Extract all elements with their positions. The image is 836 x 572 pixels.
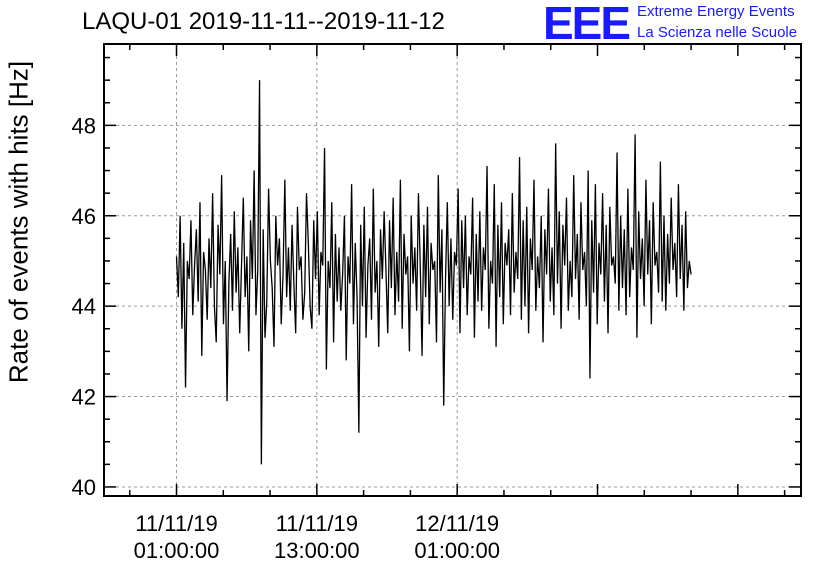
y-axis-label: Rate of events with hits [Hz] (3, 60, 34, 384)
eee-logo-line2: La Scienza nelle Scuole (637, 24, 798, 41)
x-tick-label-time: 13:00:00 (274, 538, 360, 563)
x-tick-label-time: 01:00:00 (414, 538, 500, 563)
rate-series-line (175, 80, 692, 465)
x-tick-label-date: 11/11/19 (135, 511, 217, 536)
y-tick-label: 44 (72, 294, 96, 319)
y-tick-label: 48 (72, 113, 96, 138)
y-tick-label: 42 (72, 385, 96, 410)
plot-frame (103, 43, 802, 497)
x-tick-label-date: 12/11/19 (415, 511, 499, 536)
eee-logo-line1: Extreme Energy Events (637, 3, 795, 20)
x-tick-label-date: 11/11/19 (276, 511, 358, 536)
chart-title: LAQU-01 2019-11-11--2019-11-12 (82, 8, 445, 35)
y-tick-label: 46 (72, 204, 96, 229)
x-tick-label-time: 01:00:00 (134, 538, 220, 563)
eee-logo: EEE (543, 0, 631, 49)
y-tick-label: 40 (72, 475, 96, 500)
